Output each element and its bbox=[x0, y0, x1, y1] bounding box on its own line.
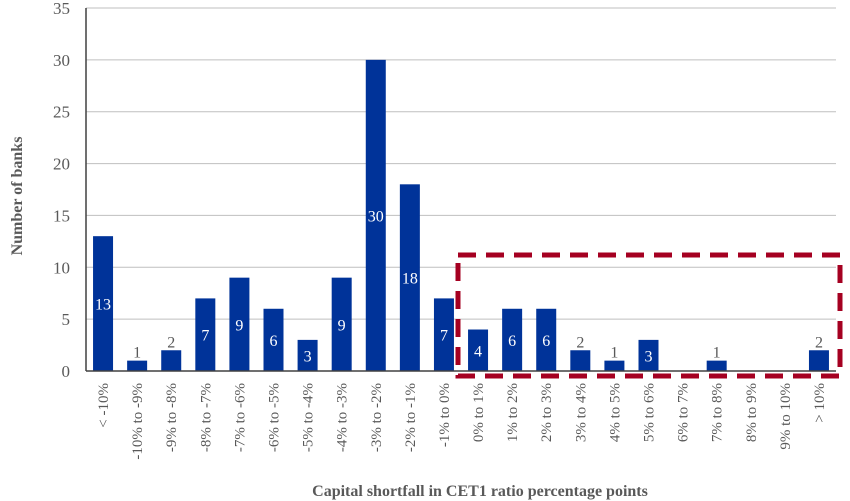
x-tick-label: > 10% bbox=[812, 383, 828, 423]
y-axis-title: Number of banks bbox=[9, 137, 26, 256]
data-label: 2 bbox=[167, 334, 175, 351]
x-tick-label: -7% to -6% bbox=[232, 383, 248, 452]
data-label: 7 bbox=[201, 328, 209, 345]
x-tick-label: -4% to -3% bbox=[335, 383, 351, 452]
data-label: 6 bbox=[270, 333, 278, 350]
bar bbox=[195, 298, 216, 371]
x-tick-label: -3% to -2% bbox=[369, 383, 385, 452]
bar bbox=[604, 360, 625, 371]
x-tick-label: -9% to -8% bbox=[164, 383, 180, 452]
y-tick-label: 5 bbox=[62, 310, 71, 329]
x-tick-label: 5% to 6% bbox=[642, 383, 658, 442]
data-label: 1 bbox=[133, 345, 141, 362]
data-label: 2 bbox=[576, 334, 584, 351]
x-axis-ticks: < -10% -10% to -9% -9% to -8% -8% to -7% -7%… bbox=[96, 383, 828, 460]
bar bbox=[536, 308, 557, 371]
x-tick-label: -1% to 0% bbox=[437, 383, 453, 447]
x-tick-label: 3% to 4% bbox=[573, 383, 589, 442]
x-tick-label: 0% to 1% bbox=[471, 383, 487, 442]
bar bbox=[331, 277, 352, 371]
data-label: 4 bbox=[474, 343, 482, 360]
x-tick-label: 4% to 5% bbox=[607, 383, 623, 442]
y-axis-ticks: 0 5 10 15 20 25 30 35 bbox=[53, 0, 70, 381]
gridlines bbox=[86, 7, 836, 320]
data-label: 18 bbox=[402, 271, 418, 288]
x-tick-label: 8% to 9% bbox=[744, 383, 760, 442]
data-label: 1 bbox=[610, 345, 618, 362]
bar bbox=[127, 360, 148, 371]
x-tick-label: -2% to -1% bbox=[403, 383, 419, 452]
data-label: 9 bbox=[235, 317, 243, 334]
bar bbox=[161, 350, 182, 371]
x-tick-label: 6% to 7% bbox=[676, 383, 692, 442]
bar bbox=[399, 184, 420, 371]
bar bbox=[808, 350, 829, 371]
data-label: 9 bbox=[338, 317, 346, 334]
y-tick-label: 15 bbox=[53, 206, 70, 225]
data-label: 13 bbox=[95, 297, 111, 314]
x-tick-label: -10% to -9% bbox=[130, 383, 146, 460]
bar bbox=[638, 339, 659, 371]
bar bbox=[468, 329, 489, 371]
data-label: 7 bbox=[440, 328, 448, 345]
data-label: 3 bbox=[645, 348, 653, 365]
data-label: 6 bbox=[508, 333, 516, 350]
bar bbox=[263, 308, 284, 371]
data-label: 3 bbox=[304, 348, 312, 365]
bar bbox=[297, 339, 318, 371]
bar bbox=[433, 298, 454, 371]
x-axis-title: Capital shortfall in CET1 ratio percenta… bbox=[312, 483, 648, 500]
x-tick-label: 9% to 10% bbox=[778, 383, 794, 450]
y-tick-label: 10 bbox=[53, 258, 70, 277]
y-tick-label: 25 bbox=[53, 103, 70, 122]
x-tick-label: 2% to 3% bbox=[539, 383, 555, 442]
y-tick-label: 0 bbox=[62, 362, 71, 381]
data-label: 1 bbox=[713, 345, 721, 362]
bar bbox=[706, 360, 727, 371]
y-tick-label: 35 bbox=[53, 0, 70, 18]
x-tick-label: < -10% bbox=[96, 383, 112, 428]
x-tick-label: -5% to -4% bbox=[301, 383, 317, 452]
x-tick-label: 1% to 2% bbox=[505, 383, 521, 442]
bar bbox=[229, 277, 250, 371]
data-label: 2 bbox=[815, 334, 823, 351]
x-tick-label: -8% to -7% bbox=[198, 383, 214, 452]
bar bbox=[570, 350, 591, 371]
data-label: 6 bbox=[542, 333, 550, 350]
y-tick-label: 20 bbox=[53, 155, 70, 174]
data-label: 30 bbox=[368, 208, 384, 225]
x-tick-label: -6% to -5% bbox=[267, 383, 283, 452]
y-tick-label: 30 bbox=[53, 51, 70, 70]
bars bbox=[93, 59, 829, 371]
bar bbox=[365, 59, 386, 371]
x-tick-label: 7% to 8% bbox=[710, 383, 726, 442]
bar bbox=[502, 308, 523, 371]
bar bbox=[93, 236, 114, 371]
